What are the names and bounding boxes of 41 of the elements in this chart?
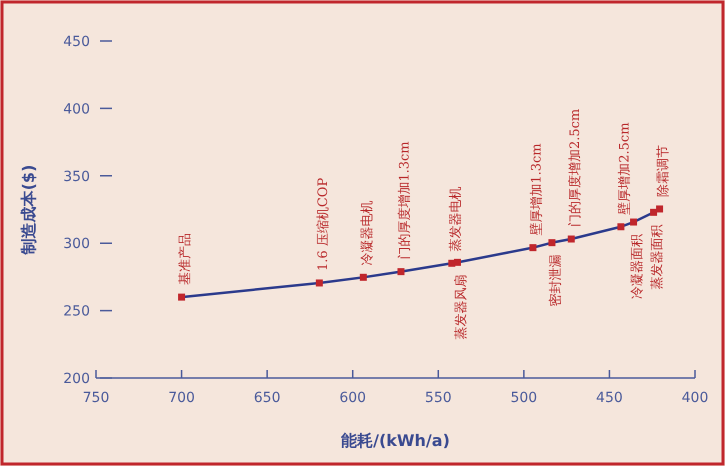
x-axis-title: 能耗/(kWh/a) [341,431,450,450]
point [316,279,323,286]
annotation: 门的厚度增加1.3cm [396,141,412,260]
annotation: 壁厚增加1.3cm [529,143,544,236]
point [568,236,575,243]
annotation: 密封泄漏 [548,254,564,307]
annotation: 除霜调节 [656,144,672,197]
point [454,258,461,266]
point [360,274,367,281]
y-tick-label: 200 [63,371,90,387]
x-tick-label: 550 [424,390,452,406]
y-axis-title: 制造成本($) [19,164,38,256]
annotation: 冷凝器电机 [360,200,375,266]
annotation: 1.6 压缩机COP [316,178,331,271]
point [529,244,536,252]
y-tick-label: 250 [63,304,90,320]
annotation: 蒸发器风扇 [452,274,469,340]
point [548,239,556,246]
point [617,223,624,230]
point [650,208,658,216]
x-tick-label: 750 [82,390,110,406]
x-tick-label: 450 [596,390,623,406]
annotation: 基准产品 [178,233,194,286]
x-tick-label: 650 [254,390,281,406]
x-tick-label: 400 [682,390,708,406]
x-tick-label: 600 [339,390,366,406]
y-tick-label: 300 [63,236,90,252]
x-tick-label: 500 [510,390,538,406]
y-tick-label: 350 [63,168,90,185]
annotation: 门的厚度增加2.5cm [566,108,583,228]
y-tick-label: 400 [63,101,90,118]
annotation: 蒸发器面积 [650,224,666,290]
y-tick-label: 450 [63,34,90,50]
point [397,268,404,276]
annotation: 冷凝器面积 [630,234,646,300]
annotation: 蒸发器电机 [448,186,464,252]
annotation: 壁厚增加2.5cm [617,122,632,215]
x-tick-label: 700 [168,390,195,406]
point [178,294,186,301]
point [656,205,664,212]
point [630,218,638,226]
